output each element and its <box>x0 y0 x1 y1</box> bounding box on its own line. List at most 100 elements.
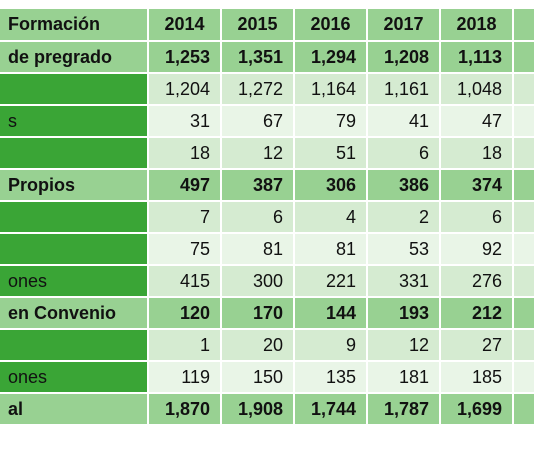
row-label <box>0 73 149 106</box>
cell-value: 1,272 <box>221 73 295 106</box>
cell-value: 1,164 <box>294 73 368 106</box>
cell-value: 1,161 <box>367 73 441 106</box>
header-year-2017: 2017 <box>367 9 441 42</box>
cell-value: 193 <box>367 297 441 330</box>
cell-value: 181 <box>367 361 441 394</box>
subtotal-row: Propios 497 387 306 386 374 <box>0 169 534 202</box>
table-row: ones 119 150 135 181 185 <box>0 361 534 394</box>
row-label <box>0 137 149 170</box>
cell-value: 150 <box>221 361 295 394</box>
cell-value: 374 <box>440 169 514 202</box>
table-row: s 31 67 79 41 47 <box>0 105 534 138</box>
cell-value: 41 <box>367 105 441 138</box>
cell-value: 170 <box>221 297 295 330</box>
cell-value: 387 <box>221 169 295 202</box>
cell-value: 1,744 <box>294 393 368 426</box>
cell-value: 27 <box>440 329 514 362</box>
cell-value <box>513 233 534 266</box>
header-year-2018: 2018 <box>440 9 514 42</box>
cell-value: 2 <box>367 201 441 234</box>
cell-value: 276 <box>440 265 514 298</box>
table-row: ones 415 300 221 331 276 <box>0 265 534 298</box>
row-label: Propios <box>0 169 149 202</box>
cell-value: 135 <box>294 361 368 394</box>
cell-value: 53 <box>367 233 441 266</box>
cell-value: 1,208 <box>367 41 441 74</box>
cell-value: 1,253 <box>148 41 222 74</box>
cell-value: 18 <box>148 137 222 170</box>
table-row: 75 81 81 53 92 <box>0 233 534 266</box>
cell-value <box>513 105 534 138</box>
cell-value: 81 <box>294 233 368 266</box>
cell-value: 415 <box>148 265 222 298</box>
cell-value: 12 <box>367 329 441 362</box>
cell-value: 1,699 <box>440 393 514 426</box>
cell-value: 300 <box>221 265 295 298</box>
cell-value: 47 <box>440 105 514 138</box>
row-label: s <box>0 105 149 138</box>
cell-value: 221 <box>294 265 368 298</box>
cell-value: 81 <box>221 233 295 266</box>
cell-value: 1 <box>513 393 534 426</box>
row-label: al <box>0 393 149 426</box>
cell-value: 6 <box>221 201 295 234</box>
row-label: ones <box>0 265 149 298</box>
cell-value <box>513 265 534 298</box>
header-label: Formación <box>0 9 149 42</box>
cell-value: 79 <box>294 105 368 138</box>
table-row: 18 12 51 6 18 <box>0 137 534 170</box>
cell-value: 6 <box>367 137 441 170</box>
row-label <box>0 329 149 362</box>
cell-value: 1,787 <box>367 393 441 426</box>
cell-value: 4 <box>294 201 368 234</box>
cell-value: 185 <box>440 361 514 394</box>
row-label <box>0 201 149 234</box>
cell-value: 306 <box>294 169 368 202</box>
subtotal-row: en Convenio 120 170 144 193 212 <box>0 297 534 330</box>
header-year-2014: 2014 <box>148 9 222 42</box>
row-label <box>0 233 149 266</box>
cell-value: 144 <box>294 297 368 330</box>
header-year-2016: 2016 <box>294 9 368 42</box>
cell-value: 12 <box>221 137 295 170</box>
cell-value: 75 <box>148 233 222 266</box>
cell-value: 1 <box>513 73 534 106</box>
cell-value: 20 <box>221 329 295 362</box>
cell-value: 212 <box>440 297 514 330</box>
cell-value <box>513 297 534 330</box>
cell-value: 51 <box>294 137 368 170</box>
cell-value <box>513 137 534 170</box>
cell-value: 7 <box>148 201 222 234</box>
cell-value: 1 <box>513 41 534 74</box>
cell-value <box>513 201 534 234</box>
cell-value: 1,870 <box>148 393 222 426</box>
cell-value: 6 <box>440 201 514 234</box>
cell-value: 120 <box>148 297 222 330</box>
cell-value: 92 <box>440 233 514 266</box>
cell-value: 1,294 <box>294 41 368 74</box>
cell-value: 1,048 <box>440 73 514 106</box>
footnote <box>0 452 534 462</box>
formacion-table: Formación 2014 2015 2016 2017 2018 2 de … <box>0 9 534 426</box>
row-label: de pregrado <box>0 41 149 74</box>
cell-value: 1,908 <box>221 393 295 426</box>
cell-value: 1 <box>148 329 222 362</box>
cell-value: 497 <box>148 169 222 202</box>
row-label: en Convenio <box>0 297 149 330</box>
cell-value: 1,113 <box>440 41 514 74</box>
cell-value: 18 <box>440 137 514 170</box>
header-year-2015: 2015 <box>221 9 295 42</box>
cell-value <box>513 169 534 202</box>
data-table-container: Formación 2014 2015 2016 2017 2018 2 de … <box>0 9 534 459</box>
cell-value: 331 <box>367 265 441 298</box>
row-label: ones <box>0 361 149 394</box>
cell-value <box>513 329 534 362</box>
cell-value: 1,351 <box>221 41 295 74</box>
table-row: 1 20 9 12 27 <box>0 329 534 362</box>
cell-value: 67 <box>221 105 295 138</box>
header-year-next: 2 <box>513 9 534 42</box>
